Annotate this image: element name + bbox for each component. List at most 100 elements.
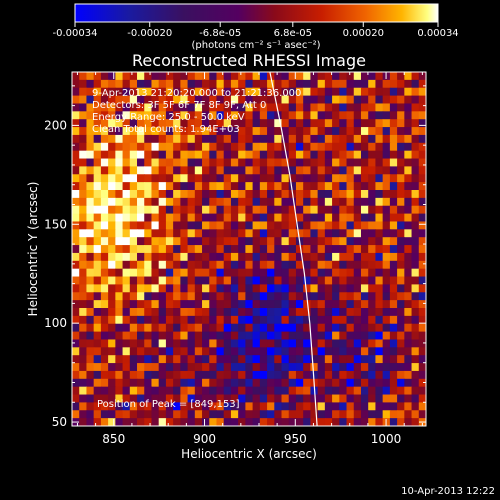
heatmap-cell [324,221,333,230]
heatmap-cell [267,308,275,317]
heatmap-cell [418,166,426,175]
heatmap-cell [180,150,189,160]
heatmap-cell [281,339,290,348]
heatmap-cell [151,363,160,372]
heatmap-cell [274,134,283,144]
heatmap-cell [382,363,391,372]
heatmap-cell [303,300,311,309]
heatmap-cell [281,418,290,426]
heatmap-cell [108,292,116,301]
heatmap-cell [353,166,362,175]
heatmap-cell [368,308,377,317]
heatmap-cell [100,197,109,207]
heatmap-cell [144,386,153,396]
heatmap-cell [360,339,369,348]
heatmap-cell [288,418,297,426]
heatmap-cell [187,386,196,396]
heatmap-cell [86,308,95,317]
heatmap-cell [108,229,116,238]
heatmap-cell [295,386,304,396]
heatmap-cell [339,229,348,238]
heatmap-cell [310,158,319,167]
heatmap-cell [180,213,189,223]
heatmap-cell [360,127,369,136]
heatmap-cell [187,190,196,199]
heatmap-cell [397,103,405,112]
heatmap-cell [288,174,297,183]
heatmap-cell [332,339,340,348]
heatmap-cell [108,386,116,396]
heatmap-cell [223,142,232,152]
heatmap-cell [303,229,311,238]
heatmap-cell [252,339,261,348]
heatmap-cell [259,347,268,356]
heatmap-cell [389,284,398,293]
heatmap-cell [245,119,254,128]
heatmap-cell [324,213,333,223]
heatmap-cell [274,252,283,262]
heatmap-cell [79,229,88,238]
heatmap-cell [100,410,109,419]
heatmap-cell [397,213,405,223]
heatmap-cell [115,229,124,238]
heatmap-cell [375,103,384,112]
heatmap-cell [375,213,384,223]
heatmap-cell [375,158,384,167]
heatmap-cell [382,103,391,112]
heatmap-cell [93,245,102,254]
heatmap-cell [137,142,145,152]
heatmap-cell [129,276,138,285]
heatmap-cell [202,134,210,144]
heatmap-cell [252,103,261,112]
heatmap-cell [115,394,124,403]
heatmap-cell [303,418,311,426]
heatmap-cell [288,260,297,270]
heatmap-cell [274,87,283,97]
heatmap-cell [187,205,196,215]
heatmap-cell [245,292,254,301]
heatmap-cell [158,260,167,270]
heatmap-cell [72,142,80,152]
heatmap-cell [173,378,181,388]
heatmap-cell [108,119,116,128]
heatmap-cell [173,213,181,223]
heatmap-cell [230,213,239,223]
heatmap-cell [151,174,160,183]
heatmap-cell [209,79,218,89]
heatmap-cell [173,205,181,215]
heatmap-cell [324,355,333,364]
heatmap-cell [346,119,355,128]
heatmap-cell [173,260,181,270]
heatmap-cell [180,276,189,285]
heatmap-cell [267,284,275,293]
heatmap-cell [411,268,420,278]
heatmap-cell [346,72,355,81]
heatmap-cell [108,103,116,112]
heatmap-cell [324,378,333,388]
heatmap-cell [360,276,369,285]
heatmap-cell [382,245,391,254]
heatmap-cell [389,347,398,356]
heatmap-cell [238,347,246,356]
heatmap-cell [100,331,109,341]
heatmap-cell [317,370,326,380]
heatmap-cell [389,323,398,333]
heatmap-cell [209,323,218,333]
heatmap-cell [180,87,189,97]
heatmap-cell [339,87,348,97]
heatmap-cell [267,166,275,175]
heatmap-cell [267,174,275,183]
heatmap-cell [187,197,196,207]
heatmap-cell [360,284,369,293]
heatmap-cell [173,284,181,293]
heatmap-cell [144,378,153,388]
heatmap-cell [86,205,95,215]
heatmap-cell [72,331,80,341]
heatmap-cell [100,95,109,105]
heatmap-cell [165,95,174,105]
heatmap-cell [259,355,268,364]
heatmap-cell [238,410,246,419]
heatmap-cell [79,197,88,207]
heatmap-cell [274,418,283,426]
heatmap-cell [180,260,189,270]
